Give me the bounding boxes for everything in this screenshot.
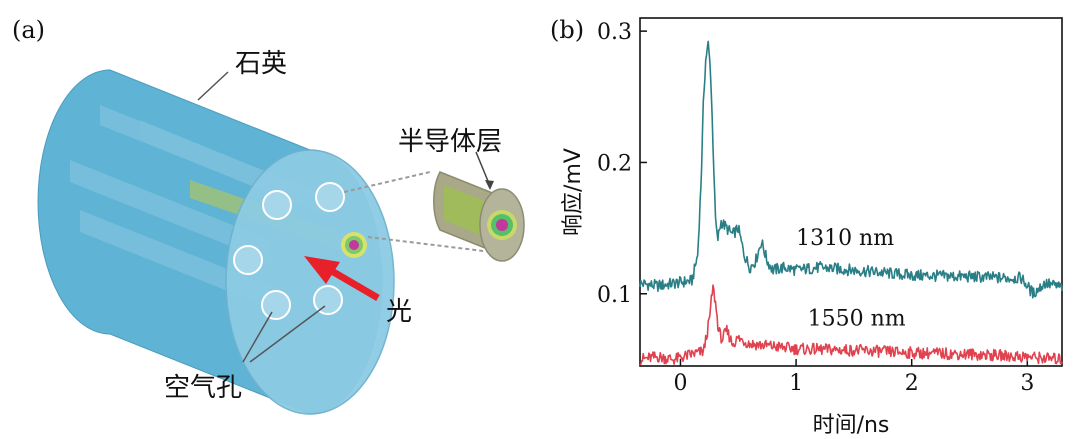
air-hole-pointer: [249, 305, 326, 363]
y-axis: 0.1 0.2 0.3: [597, 20, 647, 308]
series-label-1: 1310 nm: [796, 226, 894, 251]
panel-b: (b) 0 1 2 3 0.1 0.2 0.3 1310 nm 1550 nm 时间/ns …: [550, 16, 1063, 438]
quartz-label: 石英: [235, 49, 287, 79]
zoom-guide: [367, 236, 501, 254]
zoom-inset: [343, 151, 525, 262]
x-axis: 0 1 2 3: [673, 359, 1034, 396]
y-tick-label: 0.1: [597, 283, 632, 308]
air-hole: [261, 290, 291, 320]
y-tick-label: 0.2: [597, 151, 632, 176]
quartz-pointer: [197, 71, 229, 101]
series-line-2: [639, 284, 1063, 366]
air-hole: [233, 245, 263, 275]
series-layer: [639, 40, 1063, 366]
annotation-layer: 1310 nm 1550 nm: [796, 226, 906, 331]
core-end: [341, 232, 367, 258]
series-label-2: 1550 nm: [808, 306, 906, 331]
series-line-1: [639, 40, 1063, 299]
light-label: 光: [386, 297, 412, 327]
x-tick-label: 3: [1020, 371, 1034, 396]
response-chart: 0 1 2 3 0.1 0.2 0.3 1310 nm 1550 nm 时间/ns 响应/m…: [561, 17, 1063, 438]
panel-a: (a): [12, 16, 525, 415]
inner-rod: [70, 160, 270, 262]
y-axis-title: 响应/mV: [561, 148, 586, 236]
zoom-guide: [343, 171, 431, 193]
x-tick-label: 2: [905, 371, 919, 396]
fiber-end-face: [225, 149, 395, 415]
air-hole: [315, 182, 345, 212]
x-tick-label: 0: [673, 371, 687, 396]
y-tick-label: 0.3: [597, 20, 632, 45]
panel-a-label: (a): [12, 16, 45, 44]
plot-frame: [639, 17, 1063, 367]
air-hole: [313, 285, 343, 315]
x-axis-title: 时间/ns: [813, 413, 890, 438]
air-hole: [262, 190, 292, 220]
panel-b-label: (b): [550, 16, 584, 44]
air-hole-pointer: [242, 311, 273, 363]
semiconductor-layer-label: 半导体层: [398, 127, 502, 157]
fiber-illustration: [37, 69, 395, 415]
light-arrow: [304, 256, 380, 302]
air-holes-label: 空气孔: [164, 373, 242, 403]
x-tick-label: 1: [789, 371, 803, 396]
